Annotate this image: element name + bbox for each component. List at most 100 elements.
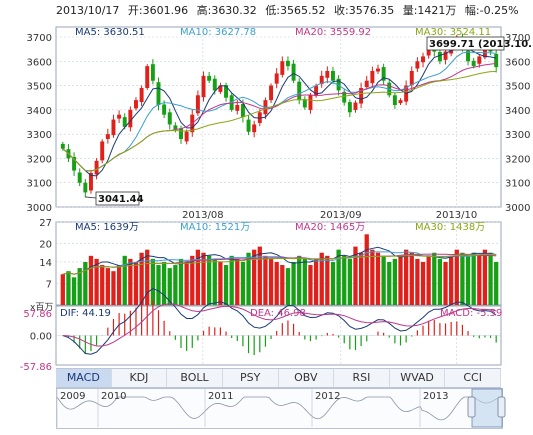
volume-bar (308, 265, 313, 305)
volume-bar (285, 268, 291, 305)
volume-bar (460, 252, 465, 305)
macd-y-tick: 57.86 (23, 309, 52, 320)
candle-body (105, 134, 110, 139)
volume-bar (449, 255, 454, 305)
volume-bar (83, 261, 88, 305)
price-y-tick-right: 3700 (505, 33, 530, 44)
volume-bar (252, 249, 257, 305)
volume-bar (161, 261, 167, 305)
volume-bar (111, 271, 116, 305)
volume-bar (437, 258, 443, 305)
candle-body (302, 99, 307, 108)
dea-line (62, 303, 497, 347)
volume-bar (184, 261, 189, 305)
volume-bar (128, 258, 133, 305)
candle-body (162, 104, 167, 115)
tab-kdj[interactable]: KDJ (112, 369, 168, 387)
candle-body (167, 112, 172, 125)
volume-bar (178, 258, 184, 305)
price-ma-legend: MA10: 3627.78 (180, 27, 256, 38)
candle-body (224, 85, 229, 98)
candle-body (195, 95, 200, 114)
indicator-tabs: MACD KDJ BOLL PSY OBV RSI WVAD CCI (56, 368, 501, 388)
volume-bar (330, 261, 336, 305)
tab-wvad[interactable]: WVAD (390, 369, 446, 387)
volume-bar (105, 268, 110, 305)
volume-bar (302, 258, 307, 305)
volume-bar (71, 277, 77, 305)
price-ma-legend: MA30: 3524.11 (415, 27, 491, 38)
candle-body (60, 143, 65, 149)
volume-bar (212, 258, 217, 305)
candle-body (100, 141, 105, 161)
time-navigator[interactable] (56, 388, 503, 429)
candle-body (128, 109, 133, 128)
price-y-tick-right: 3300 (505, 130, 530, 141)
candle-body (308, 95, 313, 110)
volume-bar (167, 268, 172, 305)
volume-bar (156, 265, 161, 305)
quote-date: 2013/10/17 (56, 4, 120, 17)
quote-open: 开:3601.96 (127, 4, 189, 17)
price-x-tick: 2013/10 (436, 210, 478, 221)
dif-label: DIF: 44.19 (60, 308, 111, 319)
volume-bar (280, 265, 285, 305)
volume-ma-legend: MA5: 1639万 (75, 222, 139, 233)
candle-body (319, 75, 324, 85)
macd-label: MACD: -5.59 (440, 308, 502, 319)
quote-header: 2013/10/17 开:3601.96 高:3630.32 低:3565.52… (56, 2, 524, 18)
volume-bar (133, 261, 139, 305)
volume-bar (482, 249, 488, 305)
candle-body (370, 71, 375, 84)
volume-bar (443, 261, 448, 305)
tab-boll[interactable]: BOLL (167, 369, 223, 387)
candle-body (111, 119, 116, 136)
candle-body (156, 82, 161, 105)
volume-bar (471, 252, 476, 305)
volume-y-tick: 14 (39, 258, 52, 269)
candle-body (88, 173, 93, 191)
volume-ma-legend: MA30: 1438万 (415, 222, 485, 233)
candle-body (212, 78, 217, 91)
volume-bar (409, 252, 414, 305)
volume-bar (336, 249, 341, 305)
candle-body (117, 114, 122, 119)
tab-rsi[interactable]: RSI (334, 369, 390, 387)
volume-bar (268, 258, 274, 305)
price-y-tick-right: 3200 (505, 154, 530, 165)
candle-body (494, 54, 499, 68)
candle-body (201, 75, 206, 98)
price-y-tick-right: 3400 (505, 106, 530, 117)
volume-bar (77, 268, 82, 305)
volume-y-tick: 27 (39, 218, 52, 229)
ma30-line (62, 71, 497, 172)
tab-psy[interactable]: PSY (223, 369, 279, 387)
volume-y-tick: 7 (46, 279, 52, 290)
tab-cci[interactable]: CCI (445, 369, 501, 387)
volume-bar (235, 258, 240, 305)
tab-macd[interactable]: MACD (56, 369, 112, 387)
macd-y-tick: -57.86 (20, 362, 52, 373)
candle-body (409, 71, 414, 86)
volume-bar (122, 255, 127, 305)
volume-bar (381, 255, 386, 305)
candle-body (421, 56, 425, 63)
volume-bar (150, 258, 156, 305)
candle-body (330, 71, 335, 81)
quote-low: 低:3565.52 (265, 4, 326, 17)
volume-bar (88, 255, 94, 305)
candle-body (139, 88, 144, 103)
tab-obv[interactable]: OBV (279, 369, 335, 387)
volume-ma-legend: MA10: 1521万 (180, 222, 250, 233)
price-y-tick-right: 3100 (505, 179, 530, 190)
candle-body (207, 75, 212, 81)
high-marker-box (426, 36, 505, 51)
volume-bar (229, 255, 234, 305)
macd-y-tick: 0.00 (30, 332, 52, 343)
candle-body (297, 81, 302, 101)
high-marker-label: 3699.71 (2013.10.15) (429, 39, 533, 50)
candle-body (466, 50, 471, 62)
volume-bar (353, 246, 358, 305)
low-marker-leader (85, 196, 97, 199)
